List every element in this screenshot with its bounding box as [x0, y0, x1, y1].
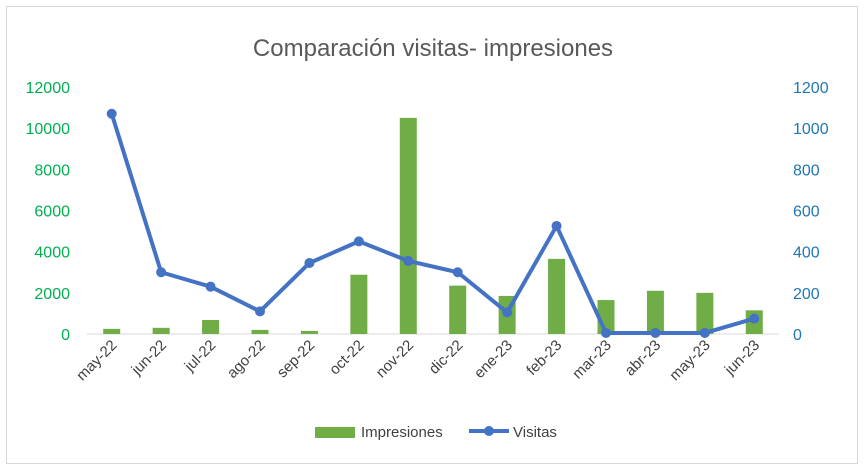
bar-ago-22	[251, 329, 269, 334]
x-tick-label-jul-22: jul-22	[181, 337, 220, 376]
x-tick-label-sep-22: sep-22	[274, 337, 318, 381]
point-jun-22	[156, 267, 167, 278]
legend-marker-visitas	[484, 426, 494, 436]
x-tick-label-ene-23: ene-23	[471, 337, 516, 382]
x-tick-label-feb-23: feb-23	[523, 337, 565, 379]
point-jun-23	[749, 313, 760, 324]
right-tick-label-4: 800	[793, 162, 820, 179]
legend-swatch-impresiones	[315, 427, 355, 438]
point-sep-22	[304, 257, 315, 268]
chart-title: Comparación visitas- impresiones	[253, 35, 613, 62]
bar-jun-22	[152, 327, 170, 334]
right-tick-label-6: 1200	[793, 80, 829, 97]
point-feb-23	[551, 220, 562, 231]
left-tick-label-2: 4000	[34, 245, 70, 262]
x-axis-ticks: may-22 jun-22 jul-22 ago-22 sep-22 oct-22 nov-…	[73, 337, 763, 384]
left-tick-label-0: 0	[61, 327, 70, 344]
x-tick-label-may-23: may-23	[666, 337, 713, 384]
point-mar-23	[601, 327, 611, 338]
x-tick-label-mar-23: mar-23	[569, 337, 615, 383]
bar-may-23	[696, 292, 714, 334]
right-tick-label-2: 400	[793, 245, 820, 262]
left-tick-label-4: 8000	[34, 162, 70, 179]
bar-oct-22	[350, 274, 368, 334]
bar-abr-23	[646, 290, 664, 334]
chart-frame: Comparación visitas- impresiones 0 2000 40…	[6, 6, 858, 464]
left-tick-label-1: 2000	[34, 286, 70, 303]
combo-chart: Comparación visitas- impresiones 0200040…	[26, 35, 829, 441]
bar-sep-22	[300, 330, 318, 334]
x-tick-label-dic-22: dic-22	[426, 337, 467, 378]
right-tick-label-0: 0	[793, 327, 802, 344]
left-tick-label-3: 6000	[34, 204, 70, 221]
bar-nov-22	[399, 117, 417, 334]
x-tick-label-nov-22: nov-22	[373, 337, 417, 381]
x-tick-label-oct-22: oct-22	[326, 337, 368, 379]
x-tick-label-abr-23: abr-23	[622, 337, 665, 380]
right-tick-label-3: 600	[793, 204, 820, 221]
point-ago-22	[255, 306, 265, 317]
point-may-23	[699, 327, 710, 338]
point-oct-22	[353, 236, 364, 247]
left-tick-label-5: 10000	[26, 121, 71, 138]
point-dic-22	[452, 267, 463, 278]
right-tick-label-5: 1000	[793, 121, 829, 138]
line-series-visitas	[106, 108, 760, 338]
x-tick-label-ago-22: ago-22	[224, 337, 269, 382]
left-axis-ticks: 0 2000 4000 6000 8000 10000 12000	[26, 80, 71, 344]
bar-series-impresiones	[103, 117, 763, 334]
point-ene-23	[502, 307, 513, 318]
bar-may-22	[103, 328, 121, 334]
point-jul-22	[205, 281, 216, 292]
legend-label-impresiones: Impresiones	[361, 424, 443, 441]
bar-feb-23	[548, 258, 566, 334]
bar-dic-22	[449, 285, 467, 334]
point-nov-22	[403, 255, 414, 266]
point-may-22	[106, 108, 117, 119]
legend-label-visitas: Visitas	[513, 424, 557, 441]
right-axis-ticks: 0 200 400 600 800 1000 1200	[793, 80, 829, 344]
point-abr-23	[650, 327, 661, 338]
x-tick-label-may-22: may-22	[73, 337, 120, 384]
x-tick-label-jun-22: jun-22	[128, 337, 170, 379]
left-tick-label-6: 12000	[26, 80, 71, 97]
bar-jul-22	[202, 320, 220, 334]
x-tick-label-jun-23: jun-23	[721, 337, 763, 379]
legend: Impresiones Visitas	[315, 424, 557, 441]
visitas-line	[109, 113, 755, 335]
right-tick-label-1: 200	[793, 286, 820, 303]
